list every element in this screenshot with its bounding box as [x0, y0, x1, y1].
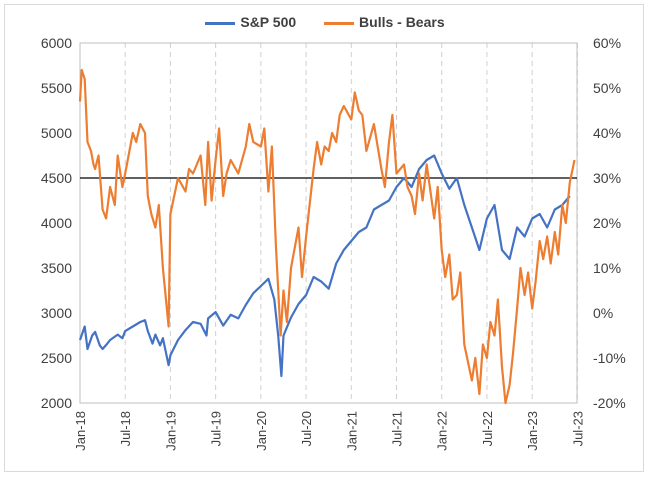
y-right-tick-label: 60% [593, 35, 621, 51]
x-tick-label: Jan-20 [254, 411, 269, 451]
y-left-tick-label: 2000 [41, 395, 72, 411]
x-tick-label: Jan-18 [73, 411, 88, 451]
x-tick-label: Jul-19 [209, 411, 224, 446]
y-right-tick-label: -20% [593, 395, 626, 411]
y-left-tick-label: 4000 [41, 215, 72, 231]
y-right-tick-label: 40% [593, 125, 621, 141]
legend-item-bulls-bears: Bulls - Bears [324, 14, 445, 30]
legend-swatch-bulls-bears [324, 22, 355, 26]
chart-frame [4, 4, 644, 472]
x-tick-label: Jul-18 [118, 411, 133, 446]
y-left-tick-label: 5000 [41, 125, 72, 141]
x-tick-label: Jul-22 [480, 411, 495, 446]
y-right-tick-label: 50% [593, 80, 621, 96]
x-tick-label: Jul-21 [390, 411, 405, 446]
y-right-tick-label: 20% [593, 215, 621, 231]
legend-label-bulls-bears: Bulls - Bears [359, 14, 445, 31]
y-left-tick-label: 4500 [41, 170, 72, 186]
grid [124, 43, 578, 403]
y-left-tick-label: 6000 [41, 35, 72, 51]
legend-item-sp500: S&P 500 [205, 14, 296, 30]
x-tick-label: Jan-21 [344, 411, 359, 451]
series-line-sp500 [78, 154, 571, 378]
y-left-tick-label: 3000 [41, 305, 72, 321]
series-lines [78, 68, 576, 405]
legend-label-sp500: S&P 500 [240, 14, 297, 31]
y-right-tick-label: -10% [593, 350, 626, 366]
x-tick-label: Jul-23 [570, 411, 585, 446]
y-left-tick-label: 3500 [41, 260, 72, 276]
x-tick-label: Jul-20 [299, 411, 314, 446]
y-left-tick-label: 5500 [41, 80, 72, 96]
legend-swatch-sp500 [205, 22, 236, 26]
tick-labels: Jan-18 Jul-18 Jan-19 Jul-19 Jan-20 Jul-20 Jan-… [41, 35, 626, 451]
series-line-bulls-bears [78, 68, 576, 405]
axes [79, 42, 578, 404]
x-tick-label: Jan-22 [435, 411, 450, 451]
legend: S&P 500 Bulls - Bears [0, 13, 650, 30]
plot-border [79, 42, 578, 404]
y-right-tick-label: 30% [593, 170, 621, 186]
y-left-tick-label: 2500 [41, 350, 72, 366]
x-tick-label: Jan-23 [525, 411, 540, 451]
y-right-tick-label: 0% [593, 305, 613, 321]
y-right-tick-label: 10% [593, 260, 621, 276]
x-tick-label: Jan-19 [163, 411, 178, 451]
